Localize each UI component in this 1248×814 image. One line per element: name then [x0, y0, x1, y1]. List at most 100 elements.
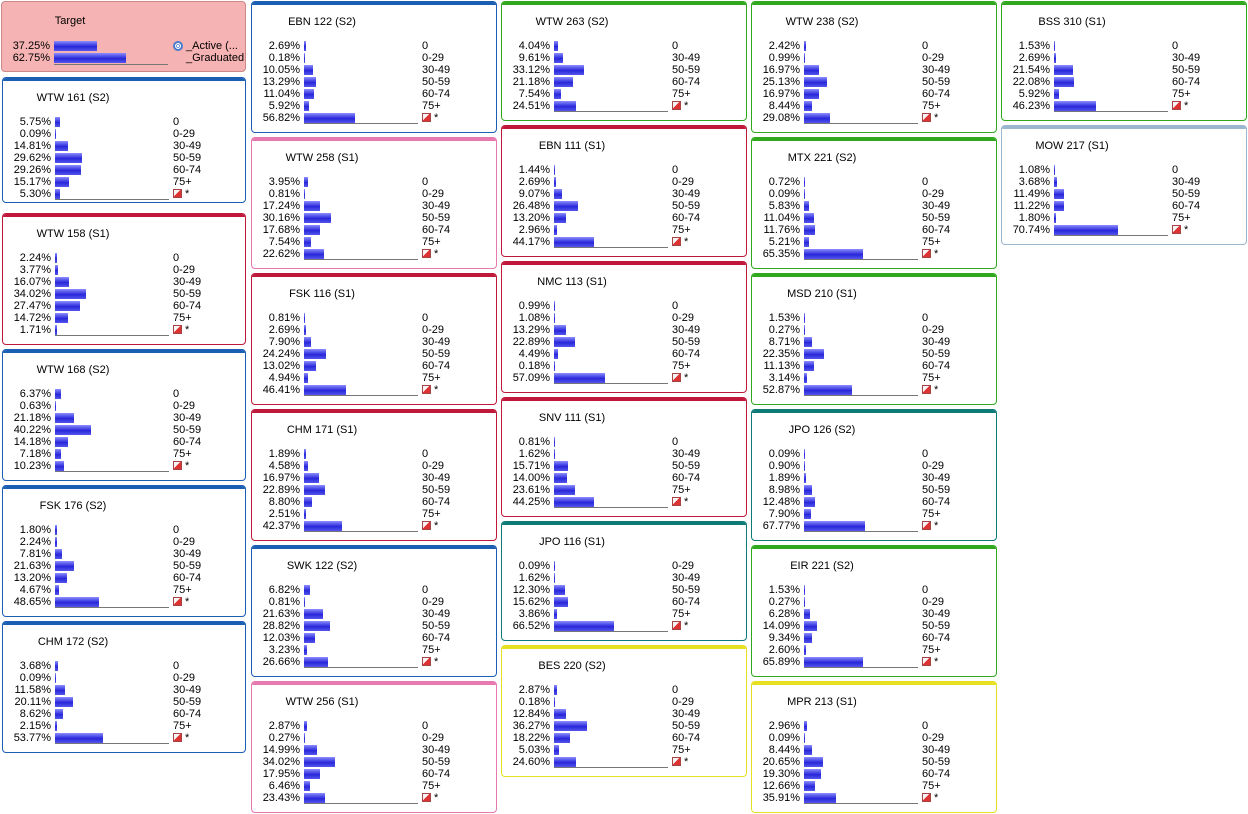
row-bar: [55, 585, 60, 595]
row-bar: [554, 573, 556, 583]
node-row: 1.53% 0: [752, 584, 992, 596]
tree-node[interactable]: CHM 172 (S2) 3.68% 0 0.09% 0-29 11.58% 30-49 20…: [2, 621, 246, 753]
row-bar: [55, 401, 56, 411]
tree-node[interactable]: WTW 168 (S2) 6.37% 0 0.63% 0-29 21.18% 30-49 40…: [2, 349, 246, 481]
row-label: 0-29: [922, 324, 945, 336]
node-baseline: [304, 395, 418, 396]
row-label: 30-49: [1172, 52, 1201, 64]
node-baseline: [554, 383, 668, 384]
node-row: 24.60% *: [502, 756, 742, 768]
row-bar: [304, 645, 307, 655]
row-bar: [804, 177, 805, 187]
row-percent: 24.60%: [512, 756, 550, 768]
tree-node[interactable]: JPO 116 (S1) 0.09% 0-29 1.62% 30-49 12.30% 50-…: [501, 521, 747, 641]
tree-node[interactable]: BSS 310 (S1) 1.53% 0 2.69% 30-49 21.54% 50-59 2…: [1001, 1, 1247, 121]
tree-node[interactable]: EIR 221 (S2) 1.53% 0 0.27% 0-29 6.28% 30-49 14.…: [751, 545, 997, 677]
row-percent: 66.52%: [512, 620, 550, 632]
tree-node[interactable]: CHM 171 (S1) 1.89% 0 4.58% 0-29 16.97% 30-49 22…: [251, 409, 497, 541]
tree-node[interactable]: BES 220 (S2) 2.87% 0 0.18% 0-29 12.84% 30-49 36…: [501, 645, 747, 777]
row-percent: 6.28%: [768, 608, 800, 620]
node-row: 4.67% 75+: [3, 584, 243, 596]
row-percent: 21.54%: [1012, 64, 1050, 76]
node-title: CHM 172 (S2): [37, 636, 109, 648]
node-row: 6.82% 0: [252, 584, 492, 596]
row-percent: 23.43%: [262, 792, 300, 804]
row-label: 0-29: [422, 596, 445, 608]
tree-node[interactable]: SWK 122 (S2) 6.82% 0 0.81% 0-29 21.63% 30-49 28…: [251, 545, 497, 677]
row-percent: 3.23%: [268, 644, 300, 656]
row-bar: [554, 721, 587, 731]
row-label: 0: [922, 448, 929, 460]
row-percent: 1.80%: [19, 524, 51, 536]
tree-node[interactable]: WTW 258 (S1) 3.95% 0 0.81% 0-29 17.24% 30-49 30…: [251, 137, 497, 269]
row-bar: [554, 361, 555, 371]
row-percent: 44.17%: [512, 236, 550, 248]
row-label: 0: [422, 176, 429, 188]
missing-value-icon: [922, 657, 931, 666]
tree-node[interactable]: FSK 176 (S2) 1.80% 0 2.24% 0-29 7.81% 30-49 21.…: [2, 485, 246, 617]
node-row: 34.02% 50-59: [252, 756, 492, 768]
tree-node[interactable]: JPO 126 (S2) 0.09% 0 0.90% 0-29 1.89% 30-49 8.9…: [751, 409, 997, 541]
tree-node[interactable]: SNV 111 (S1) 0.81% 0 1.62% 30-49 15.71% 50-59 1…: [501, 397, 747, 517]
row-percent: 8.80%: [268, 496, 300, 508]
tree-node[interactable]: EBN 111 (S1) 1.44% 0 2.69% 0-29 9.07% 30-49 26.…: [501, 125, 747, 257]
row-percent: 0.81%: [268, 312, 300, 324]
row-bar: [804, 101, 812, 111]
node-row: 0.09% 0-29: [502, 560, 742, 572]
node-title: MPR 213 (S1): [787, 696, 857, 708]
node-accent-bar: [3, 622, 245, 625]
tree-node[interactable]: WTW 161 (S2) 5.75% 0 0.09% 0-29 14.81% 30-49 29…: [2, 77, 246, 203]
node-row: 17.95% 60-74: [252, 768, 492, 780]
tree-node[interactable]: FSK 116 (S1) 0.81% 0 2.69% 0-29 7.90% 30-49 24.…: [251, 273, 497, 405]
tree-node[interactable]: WTW 238 (S2) 2.42% 0 0.99% 0-29 16.97% 30-49 25…: [751, 1, 997, 133]
missing-value-icon: [922, 793, 931, 802]
tree-node[interactable]: MTX 221 (S2) 0.72% 0 0.09% 0-29 5.83% 30-49 11.…: [751, 137, 997, 269]
node-row: 66.52% *: [502, 620, 742, 632]
tree-node[interactable]: MPR 213 (S1) 2.96% 0 0.09% 0-29 8.44% 30-49 20.…: [751, 681, 997, 813]
row-bar: [55, 549, 63, 559]
tree-node[interactable]: MSD 210 (S1) 1.53% 0 0.27% 0-29 8.71% 30-49 22.…: [751, 273, 997, 405]
node-baseline: [55, 335, 169, 336]
row-percent: 17.24%: [262, 200, 300, 212]
node-row: 1.71% *: [3, 324, 243, 336]
row-label: 0: [173, 524, 180, 536]
tree-node[interactable]: EBN 122 (S2) 2.69% 0 0.18% 0-29 10.05% 30-49 13…: [251, 1, 497, 133]
node-row: 2.87% 0: [502, 684, 742, 696]
row-label: 60-74: [922, 768, 951, 780]
node-row: 11.76% 60-74: [752, 224, 992, 236]
node-row: 29.26% 60-74: [3, 164, 243, 176]
row-bar: [304, 373, 309, 383]
node-row: 22.89% 50-59: [252, 484, 492, 496]
row-percent: 1.08%: [1018, 164, 1050, 176]
node-row: 3.86% 75+: [502, 608, 742, 620]
node-row: 7.54% 75+: [252, 236, 492, 248]
tree-node[interactable]: WTW 158 (S1) 2.24% 0 3.77% 0-29 16.07% 30-49 34…: [2, 213, 246, 345]
target-node[interactable]: Target 37.25% _Active (... 62.75% _Graduated…: [1, 1, 246, 72]
node-accent-bar: [252, 410, 496, 413]
row-bar: [554, 733, 571, 743]
tree-node[interactable]: WTW 263 (S2) 4.04% 0 9.61% 30-49 33.12% 50-59 2…: [501, 1, 747, 121]
row-bar: [304, 509, 307, 519]
tree-node[interactable]: WTW 256 (S1) 2.87% 0 0.27% 0-29 14.99% 30-49 34…: [251, 681, 497, 813]
node-accent-bar: [752, 410, 996, 413]
row-bar: [804, 89, 820, 99]
row-bar: [304, 189, 305, 199]
row-label: 30-49: [672, 708, 701, 720]
row-label: 60-74: [922, 224, 951, 236]
row-label: 50-59: [422, 76, 451, 88]
row-label: 60-74: [422, 224, 451, 236]
row-label: 0: [173, 660, 180, 672]
row-percent: 21.18%: [512, 76, 550, 88]
node-row: 5.75% 0: [3, 116, 243, 128]
row-bar: [554, 89, 561, 99]
tree-node[interactable]: MOW 217 (S1) 1.08% 0 3.68% 30-49 11.49% 50-59 1…: [1001, 125, 1247, 245]
row-label: 60-74: [922, 496, 951, 508]
row-bar: [304, 633, 315, 643]
node-baseline: [55, 199, 169, 200]
row-percent: 12.66%: [762, 780, 800, 792]
row-label: 30-49: [173, 684, 202, 696]
row-label: 50-59: [173, 288, 202, 300]
node-row: 11.13% 60-74: [752, 360, 992, 372]
tree-node[interactable]: NMC 113 (S1) 0.99% 0 1.08% 0-29 13.29% 30-49 22…: [501, 261, 747, 393]
missing-value-icon: [922, 249, 931, 258]
